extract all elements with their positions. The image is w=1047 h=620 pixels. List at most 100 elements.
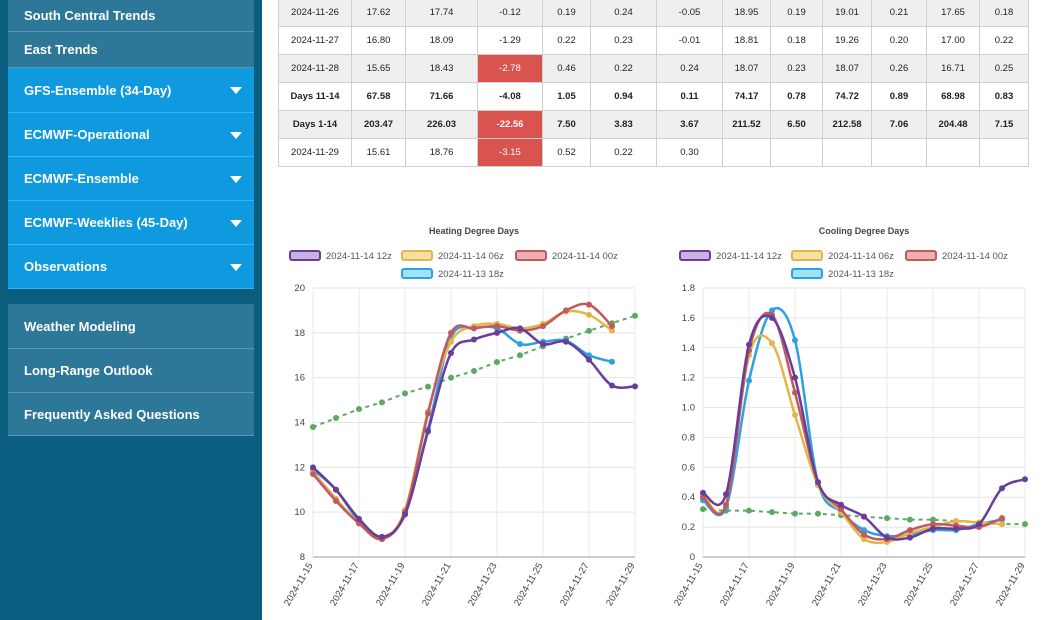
chevron-down-icon[interactable] [230, 87, 242, 94]
sidebar-item-east-trends[interactable]: East Trends [8, 32, 254, 68]
data-point[interactable] [907, 516, 913, 523]
data-point[interactable] [609, 382, 615, 389]
data-point[interactable] [907, 527, 913, 534]
data-point[interactable] [792, 337, 798, 344]
data-point[interactable] [471, 325, 477, 332]
data-point[interactable] [471, 367, 477, 374]
data-point[interactable] [746, 377, 752, 384]
data-point[interactable] [746, 507, 752, 514]
sidebar-item-ecmwf-ensemble[interactable]: ECMWF-Ensemble [8, 157, 254, 201]
data-point[interactable] [884, 534, 890, 541]
legend-item-2024-11-13-18z[interactable]: 2024-11-13 18z [401, 268, 504, 280]
data-point[interactable] [769, 314, 775, 321]
data-point[interactable] [540, 341, 546, 348]
data-point[interactable] [379, 533, 385, 540]
data-point[interactable] [517, 325, 523, 332]
data-point[interactable] [586, 311, 592, 318]
data-point[interactable] [517, 341, 523, 348]
data-point[interactable] [471, 336, 477, 343]
data-point[interactable] [723, 501, 729, 508]
chevron-down-icon[interactable] [230, 219, 242, 227]
data-point[interactable] [402, 390, 408, 397]
data-point[interactable] [999, 485, 1005, 492]
data-point[interactable] [333, 486, 339, 493]
data-point[interactable] [333, 415, 339, 422]
sidebar-item-frequently-asked-questions[interactable]: Frequently Asked Questions [8, 393, 254, 436]
sidebar-item-long-range-outlook[interactable]: Long-Range Outlook [8, 349, 254, 393]
data-point[interactable] [632, 383, 638, 390]
data-point[interactable] [838, 506, 844, 513]
data-point[interactable] [356, 406, 362, 413]
legend-item-2024-11-14-12z[interactable]: 2024-11-14 12z [289, 250, 392, 262]
data-point[interactable] [425, 428, 431, 435]
data-point[interactable] [723, 491, 729, 498]
data-point[interactable] [563, 338, 569, 345]
sidebar-item-gfs-ensemble-34-day[interactable]: GFS-Ensemble (34-Day) [8, 68, 254, 113]
legend-item-2024-11-14-00z[interactable]: 2024-11-14 00z [905, 250, 1008, 262]
data-point[interactable] [494, 323, 500, 330]
data-point[interactable] [700, 506, 706, 513]
legend-item-2024-11-13-18z[interactable]: 2024-11-13 18z [791, 268, 894, 280]
data-point[interactable] [379, 399, 385, 406]
sidebar-item-ecmwf-operational[interactable]: ECMWF-Operational [8, 113, 254, 157]
data-point[interactable] [448, 329, 454, 336]
data-point[interactable] [700, 494, 706, 501]
data-point[interactable] [448, 374, 454, 381]
chevron-down-icon[interactable] [230, 175, 242, 183]
data-point[interactable] [861, 513, 867, 520]
data-point[interactable] [861, 527, 867, 534]
data-point[interactable] [700, 489, 706, 496]
data-point[interactable] [586, 356, 592, 363]
data-point[interactable] [769, 509, 775, 516]
data-point[interactable] [884, 515, 890, 522]
data-point[interactable] [310, 471, 316, 478]
data-point[interactable] [792, 389, 798, 396]
data-point[interactable] [930, 521, 936, 528]
data-point[interactable] [609, 323, 615, 330]
data-point[interactable] [1022, 476, 1028, 483]
data-point[interactable] [310, 464, 316, 471]
data-point[interactable] [609, 327, 615, 334]
data-point[interactable] [425, 410, 431, 417]
data-point[interactable] [792, 374, 798, 381]
data-point[interactable] [425, 383, 431, 390]
data-point[interactable] [769, 307, 775, 314]
data-point[interactable] [746, 341, 752, 348]
data-point[interactable] [517, 352, 523, 359]
legend-item-2024-11-14-06z[interactable]: 2024-11-14 06z [791, 250, 894, 262]
data-point[interactable] [815, 510, 821, 517]
data-point[interactable] [953, 518, 959, 525]
data-point[interactable] [907, 534, 913, 541]
data-point[interactable] [999, 521, 1005, 528]
legend-item-2024-11-14-00z[interactable]: 2024-11-14 00z [515, 250, 618, 262]
legend-item-2024-11-14-06z[interactable]: 2024-11-14 06z [401, 250, 504, 262]
data-point[interactable] [838, 501, 844, 508]
data-point[interactable] [448, 350, 454, 357]
data-point[interactable] [861, 536, 867, 543]
data-point[interactable] [792, 510, 798, 517]
data-point[interactable] [494, 329, 500, 336]
data-point[interactable] [930, 525, 936, 532]
sidebar-item-observations[interactable]: Observations [8, 245, 254, 289]
sidebar-item-south-central-trends[interactable]: South Central Trends [8, 0, 254, 32]
chevron-down-icon[interactable] [230, 131, 242, 139]
data-point[interactable] [930, 516, 936, 523]
legend-item-2024-11-14-12z[interactable]: 2024-11-14 12z [679, 250, 782, 262]
data-point[interactable] [448, 338, 454, 345]
sidebar-item-weather-modeling[interactable]: Weather Modeling [8, 304, 254, 349]
data-point[interactable] [953, 525, 959, 532]
data-point[interactable] [563, 307, 569, 314]
data-point[interactable] [494, 358, 500, 365]
chevron-down-icon[interactable] [230, 263, 242, 271]
data-point[interactable] [792, 412, 798, 419]
data-point[interactable] [586, 301, 592, 308]
data-point[interactable] [769, 340, 775, 347]
sidebar-item-ecmwf-weeklies-45-day[interactable]: ECMWF-Weeklies (45-Day) [8, 201, 254, 245]
data-point[interactable] [815, 479, 821, 486]
data-point[interactable] [976, 521, 982, 528]
data-point[interactable] [609, 358, 615, 365]
data-point[interactable] [333, 497, 339, 504]
data-point[interactable] [632, 312, 638, 319]
data-point[interactable] [310, 423, 316, 430]
data-point[interactable] [586, 327, 592, 334]
